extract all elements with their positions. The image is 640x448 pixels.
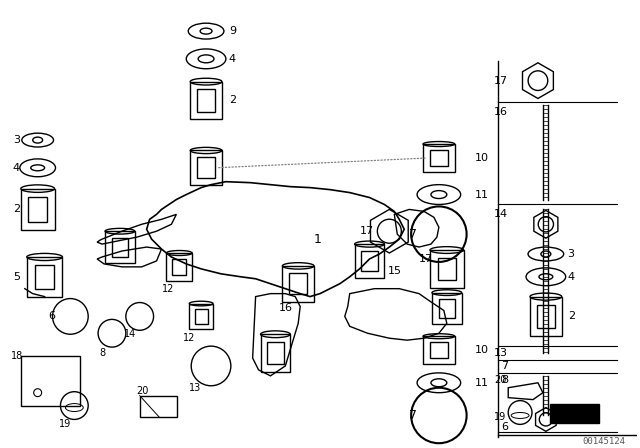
Bar: [28, 197, 47, 222]
Bar: [112, 237, 128, 257]
Bar: [190, 82, 222, 119]
Bar: [550, 404, 599, 423]
Text: 2: 2: [568, 311, 575, 321]
Bar: [530, 297, 562, 336]
Text: 6: 6: [501, 422, 508, 432]
Text: 9: 9: [229, 26, 236, 36]
Bar: [260, 334, 291, 372]
Bar: [362, 251, 378, 271]
Text: 11: 11: [474, 378, 488, 388]
Text: 20: 20: [137, 386, 149, 396]
Bar: [189, 304, 213, 329]
Text: 00145124: 00145124: [582, 437, 625, 446]
Text: 2: 2: [13, 204, 20, 215]
Text: 17: 17: [360, 226, 374, 236]
Text: 7: 7: [501, 361, 508, 371]
Text: 20: 20: [494, 375, 506, 385]
Text: 10: 10: [474, 345, 488, 355]
Bar: [172, 258, 186, 275]
Bar: [195, 309, 207, 324]
Bar: [432, 293, 461, 324]
Bar: [197, 157, 215, 178]
Text: 1: 1: [314, 233, 322, 246]
Text: 7: 7: [409, 228, 417, 241]
Bar: [190, 151, 222, 185]
Bar: [438, 299, 455, 318]
Bar: [430, 150, 447, 166]
Text: 3: 3: [13, 135, 20, 145]
Bar: [430, 342, 447, 358]
Bar: [27, 257, 63, 297]
Bar: [35, 265, 54, 289]
Bar: [289, 273, 307, 294]
Text: 17: 17: [419, 254, 433, 264]
Text: 14: 14: [494, 209, 508, 220]
Text: 13: 13: [494, 348, 508, 358]
Text: 19: 19: [494, 413, 506, 422]
Text: 16: 16: [278, 303, 292, 314]
Text: 16: 16: [494, 108, 508, 117]
Text: 5: 5: [13, 272, 20, 282]
Text: 19: 19: [58, 419, 71, 429]
Bar: [268, 342, 284, 364]
Bar: [21, 189, 54, 230]
Text: 4: 4: [568, 272, 575, 282]
Bar: [282, 266, 314, 302]
Text: 17: 17: [494, 76, 508, 86]
Bar: [355, 244, 385, 278]
Bar: [423, 144, 455, 172]
Bar: [537, 305, 555, 328]
Text: 6: 6: [49, 311, 56, 321]
Text: 2: 2: [229, 95, 236, 105]
Text: 8: 8: [99, 348, 105, 358]
Bar: [105, 231, 135, 263]
Text: 15: 15: [387, 266, 401, 276]
Text: 3: 3: [568, 249, 575, 259]
Text: 14: 14: [124, 329, 136, 339]
Text: 4: 4: [229, 54, 236, 64]
Text: 10: 10: [474, 153, 488, 163]
Bar: [430, 250, 463, 288]
Bar: [21, 356, 80, 405]
Bar: [197, 89, 215, 112]
Text: 8: 8: [501, 375, 508, 385]
Text: 11: 11: [474, 190, 488, 199]
Bar: [438, 258, 456, 280]
Text: 12: 12: [161, 284, 174, 294]
Text: 4: 4: [13, 163, 20, 173]
Bar: [423, 336, 455, 364]
Bar: [166, 253, 192, 281]
Text: 13: 13: [189, 383, 202, 393]
Bar: [140, 396, 177, 418]
Text: 7: 7: [409, 409, 417, 422]
Text: 18: 18: [11, 351, 23, 361]
Text: 12: 12: [183, 333, 196, 343]
